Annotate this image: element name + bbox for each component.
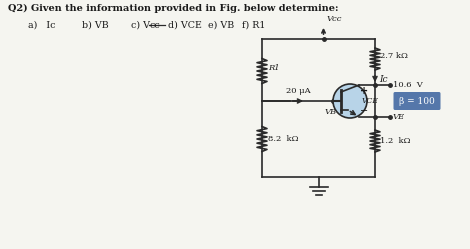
- Text: VE: VE: [393, 113, 405, 121]
- Text: f) R1: f) R1: [242, 21, 266, 30]
- FancyBboxPatch shape: [393, 92, 440, 110]
- Text: VCE: VCE: [362, 97, 379, 105]
- Text: −: −: [360, 106, 368, 116]
- Text: Vcc: Vcc: [327, 15, 342, 23]
- Text: Q2) Given the information provided in Fig. below determine:: Q2) Given the information provided in Fi…: [8, 4, 338, 13]
- Text: 2.7 kΩ: 2.7 kΩ: [380, 52, 408, 60]
- Text: 10.6  V: 10.6 V: [393, 81, 423, 89]
- Text: d) VCE: d) VCE: [168, 21, 202, 30]
- Text: 1.2  kΩ: 1.2 kΩ: [380, 137, 410, 145]
- Text: R1: R1: [268, 64, 280, 72]
- Text: VB: VB: [325, 108, 337, 116]
- Text: c) V: c) V: [131, 21, 150, 30]
- Text: β = 100: β = 100: [399, 97, 435, 106]
- Text: 20 μA: 20 μA: [286, 87, 310, 95]
- Circle shape: [333, 84, 367, 118]
- Text: +: +: [360, 86, 368, 96]
- Text: cc: cc: [150, 21, 161, 30]
- Text: 8.2  kΩ: 8.2 kΩ: [268, 135, 298, 143]
- Text: b) VB: b) VB: [82, 21, 109, 30]
- Text: a)   Ic: a) Ic: [28, 21, 55, 30]
- Text: Ic: Ic: [379, 74, 387, 83]
- Text: e) VB: e) VB: [208, 21, 234, 30]
